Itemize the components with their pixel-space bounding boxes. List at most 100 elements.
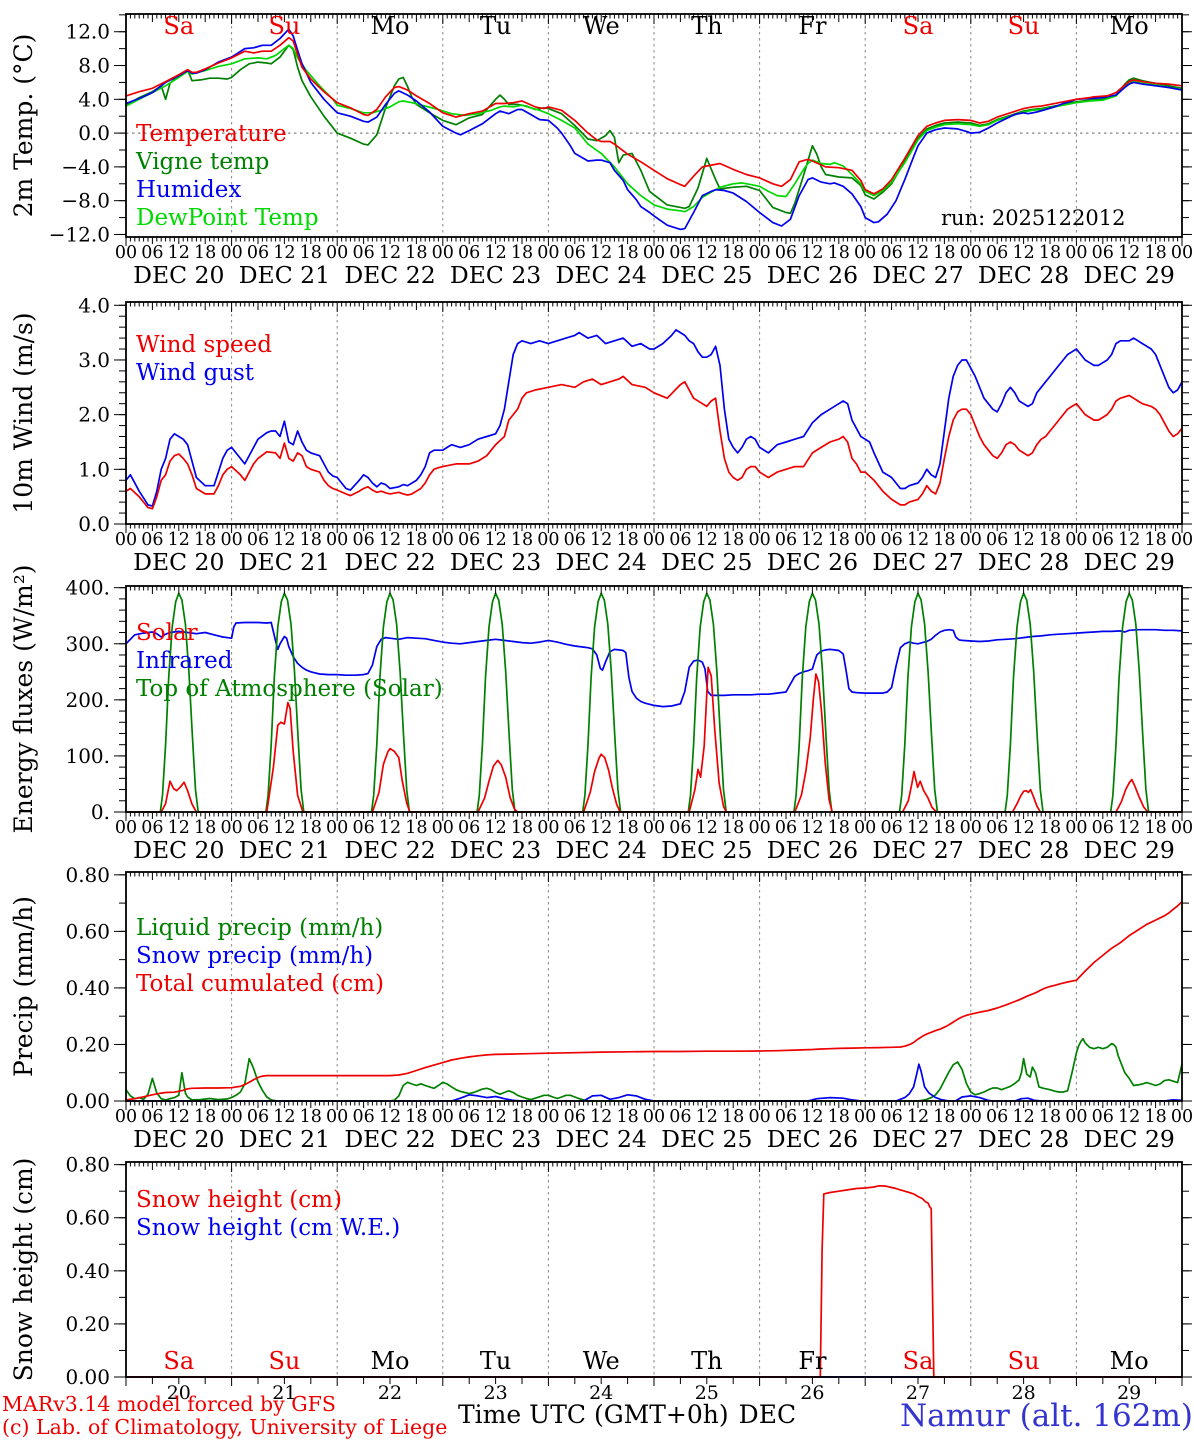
hour-label: 12	[484, 243, 506, 263]
y-tick-label: 4.0	[78, 293, 110, 317]
hour-label: 06	[458, 530, 480, 550]
time-axis-title: Time UTC (GMT+0h) DEC	[458, 1400, 796, 1429]
hour-label: 00	[432, 818, 454, 838]
legend-wind-gust: Wind gust	[136, 360, 255, 386]
hour-label: 00	[326, 1107, 348, 1127]
hour-label: 18	[828, 818, 850, 838]
date-label: DEC 26	[767, 548, 858, 576]
hour-label: 12	[1118, 1107, 1140, 1127]
hour-label: 18	[933, 243, 955, 263]
model-credit-line1: MARv3.14 model forced by GFS	[2, 1392, 336, 1416]
hour-label: 12	[801, 818, 823, 838]
hour-label: 06	[458, 1107, 480, 1127]
y-tick-label: 0.80	[65, 1153, 110, 1177]
legend-dewpoint-temp: DewPoint Temp	[136, 205, 319, 231]
y-tick-label: 0.	[91, 800, 110, 824]
panel-snow: 0.80 0.60 0.40 0.20 0.00 Snow height (cm) Sa Su…	[9, 1153, 1192, 1404]
day-number-label: 22	[378, 1382, 402, 1404]
panel-frame	[125, 301, 1183, 525]
hour-label: 00	[1065, 243, 1087, 263]
day-name-label: Su	[1008, 12, 1040, 40]
hour-label: 06	[352, 530, 374, 550]
date-label: DEC 26	[767, 836, 858, 864]
date-label: DEC 22	[344, 261, 435, 289]
hour-label: 00	[220, 1107, 242, 1127]
hour-label: 06	[141, 530, 163, 550]
y-tick-label: 0.0	[78, 121, 110, 145]
day-name-label: Su	[268, 1347, 300, 1375]
hour-label: 12	[379, 530, 401, 550]
month-label: DEC	[738, 1400, 797, 1429]
hour-label: 12	[1012, 530, 1034, 550]
day-name-label: Th	[691, 1347, 722, 1375]
date-label: DEC 23	[450, 1125, 541, 1153]
date-label: DEC 27	[872, 548, 963, 576]
day-number-label: 26	[800, 1382, 824, 1404]
day-number-label: 20	[167, 1382, 191, 1404]
hour-label: 18	[405, 818, 427, 838]
hour-label: 06	[669, 818, 691, 838]
day-name-label: Fr	[798, 12, 827, 40]
hour-label: 06	[352, 1107, 374, 1127]
hour-label: 00	[854, 1107, 876, 1127]
date-label: DEC 20	[133, 261, 224, 289]
hour-label: 18	[933, 818, 955, 838]
date-label: DEC 23	[450, 261, 541, 289]
hour-label: 00	[748, 530, 770, 550]
legend-wind-speed: Wind speed	[136, 332, 272, 358]
date-label: DEC 23	[450, 548, 541, 576]
hour-label: 18	[405, 1107, 427, 1127]
hour-label: 18	[616, 243, 638, 263]
hour-label: 00	[643, 1107, 665, 1127]
y-axis-title-flux: Energy fluxes (W/m²)	[9, 565, 38, 834]
hour-label: 00	[115, 530, 137, 550]
hour-label: 06	[1092, 818, 1114, 838]
hour-label: 12	[907, 530, 929, 550]
hour-label: 00	[643, 818, 665, 838]
hour-label: 06	[564, 243, 586, 263]
hour-label: 18	[722, 530, 744, 550]
legend-snow-precip-mm-h-: Snow precip (mm/h)	[136, 943, 373, 969]
y-tick-label: 3.0	[78, 348, 110, 372]
hour-label: 18	[511, 530, 533, 550]
y-tick-label: 0.0	[78, 512, 110, 536]
y-tick-label: 0.60	[65, 1206, 110, 1230]
hour-label: 18	[194, 1107, 216, 1127]
day-name-label: Su	[268, 12, 300, 40]
date-label: DEC 27	[872, 836, 963, 864]
hour-label: 18	[828, 243, 850, 263]
legend-total-cumulated-cm-: Total cumulated (cm)	[136, 971, 384, 997]
date-label: DEC 21	[239, 1125, 330, 1153]
day-name-label: Mo	[370, 12, 409, 40]
hour-label: 06	[669, 243, 691, 263]
date-label: DEC 29	[1084, 1125, 1175, 1153]
legend-infrared: Infrared	[136, 648, 233, 674]
hour-label: 06	[986, 243, 1008, 263]
y-axis-title-snow: Snow height (cm)	[9, 1158, 38, 1382]
hour-label: 06	[669, 530, 691, 550]
hour-label: 06	[880, 818, 902, 838]
date-label: DEC 20	[133, 548, 224, 576]
hour-label: 12	[379, 818, 401, 838]
y-tick-label: 0.20	[65, 1032, 110, 1056]
series-total-cumulated	[125, 901, 1183, 1101]
hour-label: 18	[405, 530, 427, 550]
day-number-label: 24	[589, 1382, 613, 1404]
hour-label: 18	[933, 1107, 955, 1127]
hour-label: 00	[960, 1107, 982, 1127]
hour-label: 18	[828, 1107, 850, 1127]
hour-label: 00	[960, 243, 982, 263]
hour-label: 06	[986, 818, 1008, 838]
hour-label: 12	[801, 243, 823, 263]
hour-label: 18	[1039, 818, 1061, 838]
hour-label: 00	[854, 243, 876, 263]
hour-label: 12	[168, 818, 190, 838]
legend-snow-height-cm-w-e-: Snow height (cm W.E.)	[136, 1215, 400, 1241]
date-label: DEC 24	[556, 836, 647, 864]
hour-label: 06	[1092, 243, 1114, 263]
time-axis-title-text: Time UTC (GMT+0h)	[458, 1400, 729, 1429]
hour-label: 00	[1065, 818, 1087, 838]
